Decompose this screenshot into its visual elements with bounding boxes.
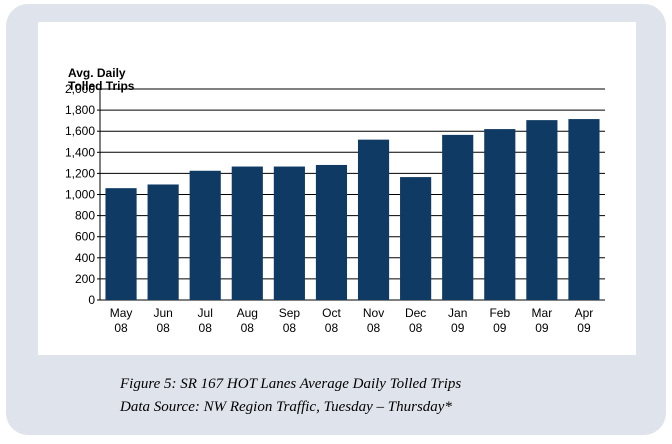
x-tick-label-line: 08	[409, 321, 423, 335]
bar	[189, 170, 221, 300]
x-tick-label-line: 08	[114, 321, 128, 335]
x-tick-label-line: Sep	[279, 306, 301, 320]
x-tick-label-line: Mar	[532, 306, 553, 320]
x-tick-label-line: 08	[199, 321, 213, 335]
bar	[273, 166, 305, 300]
caption-title: Figure 5: SR 167 HOT Lanes Average Daily…	[119, 376, 461, 392]
x-tick-label: Jan 09	[448, 306, 467, 335]
x-tick-label: Mar 09	[532, 306, 553, 335]
x-tick-label-line: 08	[367, 321, 381, 335]
x-tick-label-line: Jan	[448, 306, 467, 320]
x-tick-label-line: Oct	[322, 306, 341, 320]
x-tick-label: Dec 08	[405, 306, 426, 335]
x-tick-label: Aug 08	[237, 306, 258, 335]
x-tick-label-line: 09	[493, 321, 507, 335]
y-tick-label: 400	[75, 251, 95, 265]
bar	[315, 164, 348, 300]
x-tick-label-line: 08	[241, 321, 255, 335]
y-tick-label: 1,200	[65, 166, 95, 180]
y-tick-label: 600	[75, 230, 95, 244]
x-tick-label-line: Aug	[237, 306, 258, 320]
x-tick-label-line: Apr	[575, 306, 594, 320]
x-tick-label: Feb 09	[489, 306, 510, 335]
x-tick-label-line: 09	[451, 321, 465, 335]
y-tick-label: 1,600	[65, 124, 95, 138]
x-tick-label: Jun 08	[153, 306, 172, 335]
x-tick-label-line: 08	[156, 321, 170, 335]
bar	[357, 139, 390, 300]
y-tick-label: 1,400	[65, 145, 95, 159]
x-tick-label-line: 09	[577, 321, 591, 335]
bar	[568, 119, 600, 300]
x-tick-label-line: 08	[283, 321, 297, 335]
bar	[442, 134, 474, 300]
y-tick-label: 800	[75, 209, 95, 223]
x-tick-label-line: Dec	[405, 306, 426, 320]
y-tick-label: 0	[88, 293, 95, 307]
x-tick-label-line: Nov	[363, 306, 384, 320]
y-tick-label: 1,000	[65, 188, 95, 202]
bar	[400, 177, 432, 300]
bar	[526, 120, 558, 300]
x-tick-label: May 08	[110, 306, 133, 335]
x-tick-label-line: Feb	[489, 306, 510, 320]
x-tick-label-line: 09	[535, 321, 549, 335]
x-tick-label-line: 08	[325, 321, 339, 335]
x-tick-label: Oct 08	[322, 306, 341, 335]
x-tick-label: Sep 08	[279, 306, 301, 335]
y-axis-label: Avg. Daily	[68, 66, 126, 80]
bar	[231, 166, 263, 300]
bar	[105, 188, 137, 300]
bar	[147, 184, 179, 300]
y-tick-label: 1,800	[65, 103, 95, 117]
x-tick-label: Nov 08	[363, 306, 384, 335]
bar	[484, 129, 516, 300]
x-tick-label-line: Jul	[198, 306, 213, 320]
caption-subtitle: Data Source: NW Region Traffic, Tuesday …	[119, 399, 452, 415]
x-tick-label: Apr 09	[575, 306, 594, 335]
y-tick-label: 200	[75, 272, 95, 286]
x-tick-label-line: Jun	[153, 306, 172, 320]
y-tick-label: 2,000	[65, 82, 95, 96]
x-tick-label: Jul 08	[198, 306, 213, 335]
x-tick-label-line: May	[110, 306, 133, 320]
